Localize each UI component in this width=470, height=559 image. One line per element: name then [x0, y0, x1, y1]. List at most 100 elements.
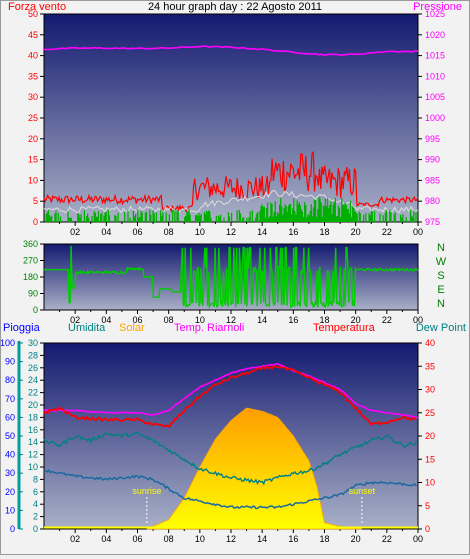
pressure-y-tick-label: 1005 [425, 92, 445, 102]
direction-y-tick-label: 90 [28, 289, 38, 299]
pressure-y-tick-label: 1015 [425, 51, 445, 61]
wind-y-tick-label: 20 [28, 134, 38, 144]
wind-y-tick-label: 0 [33, 217, 38, 227]
temperature-x-tick-label: 08 [164, 534, 174, 544]
direction-y-tick-label: 360 [23, 239, 38, 249]
rain-y-tick-label: 100 [1, 338, 15, 348]
rain-y-tick-label: 0 [10, 524, 15, 534]
wind-average-line [43, 189, 419, 214]
temperature-x-tick-label: 02 [70, 534, 80, 544]
temperature-y-tick-label: 40 [425, 338, 435, 348]
direction-x-tick-label: 12 [226, 315, 236, 325]
wind-y-tick-label: 35 [28, 71, 38, 81]
wind-x-tick-label: 00 [413, 227, 423, 237]
temperature-y-tick-label: 35 [425, 361, 435, 371]
pressure-y-tick-label: 980 [425, 196, 440, 206]
dew-point-label: Dew Point [416, 322, 466, 334]
pressure-axis-label: Pressione [413, 1, 462, 13]
temperature-y-tick-label: 10 [425, 478, 435, 488]
wind-x-tick-label: 10 [195, 227, 205, 237]
solar-label: Solar [119, 322, 145, 334]
pressure-y-tick-label: 1000 [425, 113, 445, 123]
humidity-line [43, 468, 417, 510]
wind-y-tick-label: 30 [28, 92, 38, 102]
pressure-y-tick-label: 990 [425, 155, 440, 165]
direction-x-tick-label: 14 [257, 315, 267, 325]
humidity-label: Umidita [68, 322, 106, 334]
rain-y-tick-label: 80 [5, 375, 15, 385]
direction-x-tick-label: 08 [164, 315, 174, 325]
compass-label: E [437, 284, 444, 296]
humidity-y-tick-label: 8 [33, 474, 38, 484]
direction-x-tick-label: 00 [413, 315, 423, 325]
temperature-line [43, 364, 417, 429]
temperature-x-tick-label: 14 [257, 534, 267, 544]
temperature-x-tick-label: 16 [288, 534, 298, 544]
temperature-y-tick-label: 0 [425, 524, 430, 534]
pressure-y-tick-label: 1025 [425, 9, 445, 19]
humidity-y-tick-label: 6 [33, 487, 38, 497]
pressure-y-tick-label: 1020 [425, 30, 445, 40]
humidity-y-tick-label: 2 [33, 512, 38, 522]
temperature-y-tick-label: 5 [425, 501, 430, 511]
humidity-y-tick-label: 26 [28, 363, 38, 373]
wind-y-tick-label: 5 [33, 196, 38, 206]
compass-label: N [437, 298, 445, 310]
temperature-label: Temperatura [313, 322, 376, 334]
humidity-y-tick-label: 10 [28, 462, 38, 472]
humidity-y-tick-label: 4 [33, 499, 38, 509]
chart-title: 24 hour graph day : 22 Agosto 2011 [148, 1, 322, 13]
rain-y-tick-label: 20 [5, 487, 15, 497]
temperature-x-tick-label: 22 [382, 534, 392, 544]
direction-y-tick-label: 0 [33, 305, 38, 315]
wind-strength-axis-label: Forza vento [8, 1, 66, 13]
temperature-x-tick-label: 06 [132, 534, 142, 544]
direction-x-tick-label: 20 [351, 315, 361, 325]
temperature-x-tick-label: 18 [319, 534, 329, 544]
temperature-y-tick-label: 25 [425, 408, 435, 418]
pressure-y-tick-label: 985 [425, 175, 440, 185]
sunset-label: sunset [349, 486, 376, 496]
wind-x-tick-label: 14 [257, 227, 267, 237]
humidity-y-tick-label: 20 [28, 400, 38, 410]
temperature-y-tick-label: 30 [425, 385, 435, 395]
sunrise-label: sunrise [132, 486, 161, 496]
temperature-x-tick-label: 00 [413, 534, 423, 544]
direction-x-tick-label: 10 [195, 315, 205, 325]
temp-riarnoli-label: Temp. Riarnoli [174, 322, 244, 334]
pressure-y-tick-label: 1010 [425, 71, 445, 81]
humidity-y-tick-label: 14 [28, 437, 38, 447]
humidity-y-tick-label: 18 [28, 412, 38, 422]
wind-direction-line [44, 245, 419, 309]
wind-y-tick-label: 15 [28, 155, 38, 165]
solar-area [146, 407, 362, 530]
direction-x-tick-label: 16 [288, 315, 298, 325]
rain-y-tick-label: 60 [5, 412, 15, 422]
wind-x-tick-label: 16 [288, 227, 298, 237]
wind-panel-background [43, 13, 419, 223]
humidity-y-tick-label: 12 [28, 450, 38, 460]
humidity-y-tick-label: 22 [28, 388, 38, 398]
temperature-x-tick-label: 10 [195, 534, 205, 544]
temperature-y-tick-label: 20 [425, 431, 435, 441]
wind-x-tick-label: 12 [226, 227, 236, 237]
rain-y-tick-label: 50 [5, 431, 15, 441]
pressure-y-tick-label: 995 [425, 134, 440, 144]
humidity-y-tick-label: 0 [33, 524, 38, 534]
humidity-y-tick-label: 24 [28, 375, 38, 385]
compass-label: S [437, 270, 444, 282]
rain-y-tick-label: 10 [5, 505, 15, 515]
temperature-x-tick-label: 04 [101, 534, 111, 544]
wind-x-tick-label: 08 [164, 227, 174, 237]
wind-x-tick-label: 20 [351, 227, 361, 237]
compass-label: N [437, 242, 445, 254]
direction-y-tick-label: 180 [23, 272, 38, 282]
wind-speed-line [45, 197, 417, 222]
humidity-y-tick-label: 28 [28, 350, 38, 360]
humidity-y-tick-label: 30 [28, 338, 38, 348]
temperature-x-tick-label: 12 [226, 534, 236, 544]
direction-x-tick-label: 06 [132, 315, 142, 325]
wind-y-tick-label: 10 [28, 175, 38, 185]
